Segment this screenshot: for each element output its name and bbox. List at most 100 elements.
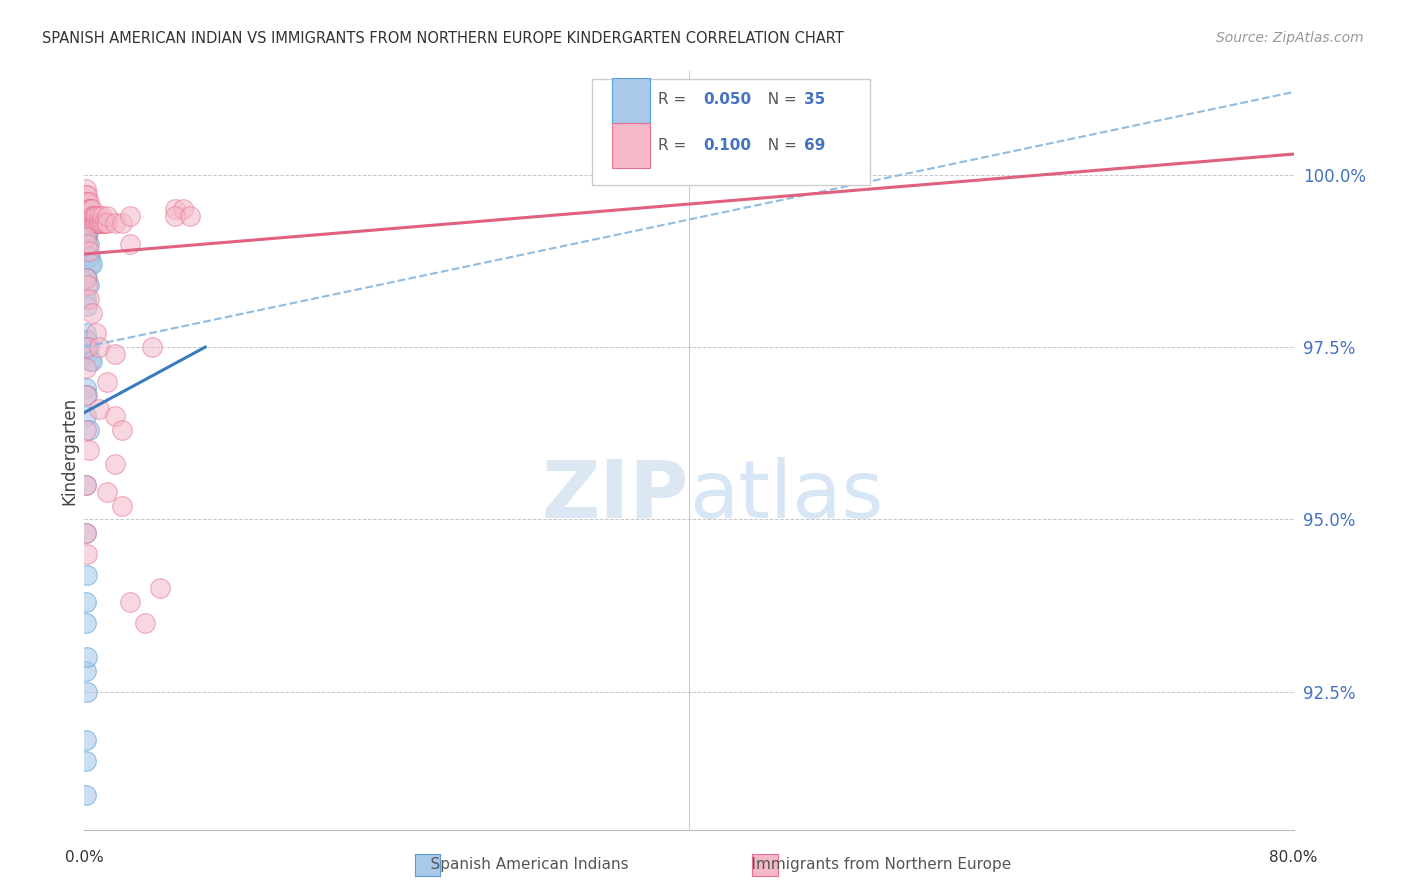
Point — [118, 209, 141, 223]
Point — [93, 216, 115, 230]
Point — [90, 216, 112, 230]
Point — [77, 340, 100, 354]
Point — [96, 209, 118, 223]
Y-axis label: Kindergarten: Kindergarten — [60, 396, 79, 505]
Point — [91, 216, 114, 230]
FancyBboxPatch shape — [612, 123, 650, 168]
Text: 35: 35 — [804, 93, 825, 107]
Point — [77, 251, 100, 265]
Point — [75, 229, 97, 244]
Point — [141, 340, 163, 354]
Text: 0.0%: 0.0% — [65, 850, 104, 865]
Point — [77, 236, 100, 251]
Point — [118, 236, 141, 251]
Point — [75, 409, 97, 423]
Point — [75, 526, 97, 541]
Point — [75, 788, 97, 802]
Point — [75, 381, 97, 395]
Point — [76, 236, 98, 251]
Point — [91, 209, 114, 223]
Point — [77, 223, 100, 237]
Point — [76, 188, 98, 202]
Point — [84, 216, 107, 230]
Text: SPANISH AMERICAN INDIAN VS IMMIGRANTS FROM NORTHERN EUROPE KINDERGARTEN CORRELAT: SPANISH AMERICAN INDIAN VS IMMIGRANTS FR… — [42, 31, 844, 46]
Point — [75, 388, 97, 402]
Point — [76, 547, 98, 561]
Point — [76, 299, 98, 313]
Point — [77, 278, 100, 293]
Point — [76, 684, 98, 698]
Point — [89, 340, 111, 354]
Text: ZIP: ZIP — [541, 457, 689, 535]
Point — [79, 202, 101, 217]
Text: Source: ZipAtlas.com: Source: ZipAtlas.com — [1216, 31, 1364, 45]
Point — [179, 209, 201, 223]
Point — [75, 216, 97, 230]
Point — [104, 457, 127, 471]
Point — [75, 423, 97, 437]
Point — [134, 615, 156, 630]
Point — [76, 278, 98, 293]
Point — [96, 484, 118, 499]
Text: 0.050: 0.050 — [703, 93, 752, 107]
FancyBboxPatch shape — [592, 79, 870, 186]
Point — [75, 754, 97, 768]
Point — [76, 388, 98, 402]
Point — [82, 209, 104, 223]
Point — [111, 499, 134, 513]
Point — [149, 582, 172, 596]
Point — [79, 251, 101, 265]
Point — [75, 292, 97, 306]
Point — [75, 478, 97, 492]
Point — [84, 209, 107, 223]
Point — [80, 305, 103, 319]
Point — [75, 664, 97, 678]
Point — [75, 595, 97, 609]
Point — [79, 257, 101, 271]
Point — [89, 209, 111, 223]
Point — [75, 478, 97, 492]
Point — [77, 443, 100, 458]
Point — [111, 423, 134, 437]
Point — [96, 216, 118, 230]
Point — [165, 202, 187, 217]
Point — [77, 195, 100, 210]
Point — [75, 615, 97, 630]
Point — [75, 360, 97, 375]
Point — [79, 354, 101, 368]
FancyBboxPatch shape — [612, 78, 650, 122]
Point — [89, 216, 111, 230]
Point — [77, 202, 100, 217]
Point — [96, 375, 118, 389]
Point — [172, 202, 194, 217]
Point — [76, 347, 98, 361]
Point — [75, 733, 97, 747]
Point — [76, 271, 98, 285]
Point — [118, 595, 141, 609]
Point — [77, 423, 100, 437]
Point — [75, 229, 97, 244]
Point — [75, 326, 97, 341]
Point — [77, 202, 100, 217]
Point — [86, 326, 108, 341]
Point — [80, 257, 103, 271]
Point — [79, 202, 101, 217]
Text: R =: R = — [658, 93, 690, 107]
Point — [80, 209, 103, 223]
Point — [76, 340, 98, 354]
Point — [76, 333, 98, 347]
Point — [111, 216, 134, 230]
Point — [77, 292, 100, 306]
Point — [82, 209, 104, 223]
Point — [75, 526, 97, 541]
Text: 80.0%: 80.0% — [1270, 850, 1317, 865]
Point — [75, 271, 97, 285]
Point — [82, 216, 104, 230]
Point — [75, 181, 97, 195]
Point — [86, 216, 108, 230]
Point — [165, 209, 187, 223]
Point — [77, 244, 100, 258]
Text: 0.100: 0.100 — [703, 138, 751, 153]
Point — [86, 209, 108, 223]
Point — [76, 567, 98, 582]
